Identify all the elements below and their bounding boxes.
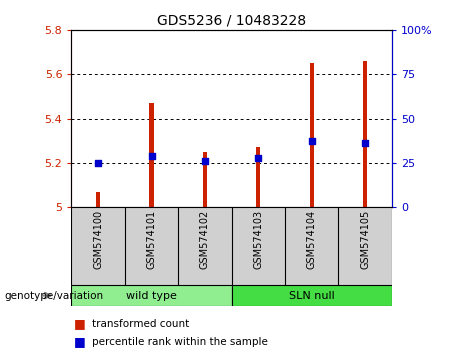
Text: ■: ■ [74,335,85,348]
Text: GSM574100: GSM574100 [93,210,103,269]
Bar [96,192,100,207]
Point [254,155,262,161]
Point [201,158,209,164]
Bar [363,61,367,207]
Title: GDS5236 / 10483228: GDS5236 / 10483228 [157,13,306,28]
Text: transformed count: transformed count [92,319,189,329]
Text: GSM574105: GSM574105 [360,210,370,269]
Text: GSM574102: GSM574102 [200,210,210,269]
Text: ■: ■ [74,318,85,330]
Text: SLN null: SLN null [289,291,335,301]
Bar [203,152,207,207]
Text: genotype/variation: genotype/variation [5,291,104,301]
Point [308,138,315,143]
Point [361,140,369,146]
Bar [310,63,314,207]
Text: GSM574101: GSM574101 [147,210,157,269]
Text: percentile rank within the sample: percentile rank within the sample [92,337,268,347]
Text: GSM574104: GSM574104 [307,210,317,269]
Text: wild type: wild type [126,291,177,301]
Bar [149,103,154,207]
Bar [231,285,392,306]
Bar [71,285,231,306]
Point [148,153,155,159]
Point [95,160,102,166]
Bar [256,147,260,207]
Text: GSM574103: GSM574103 [254,210,263,269]
